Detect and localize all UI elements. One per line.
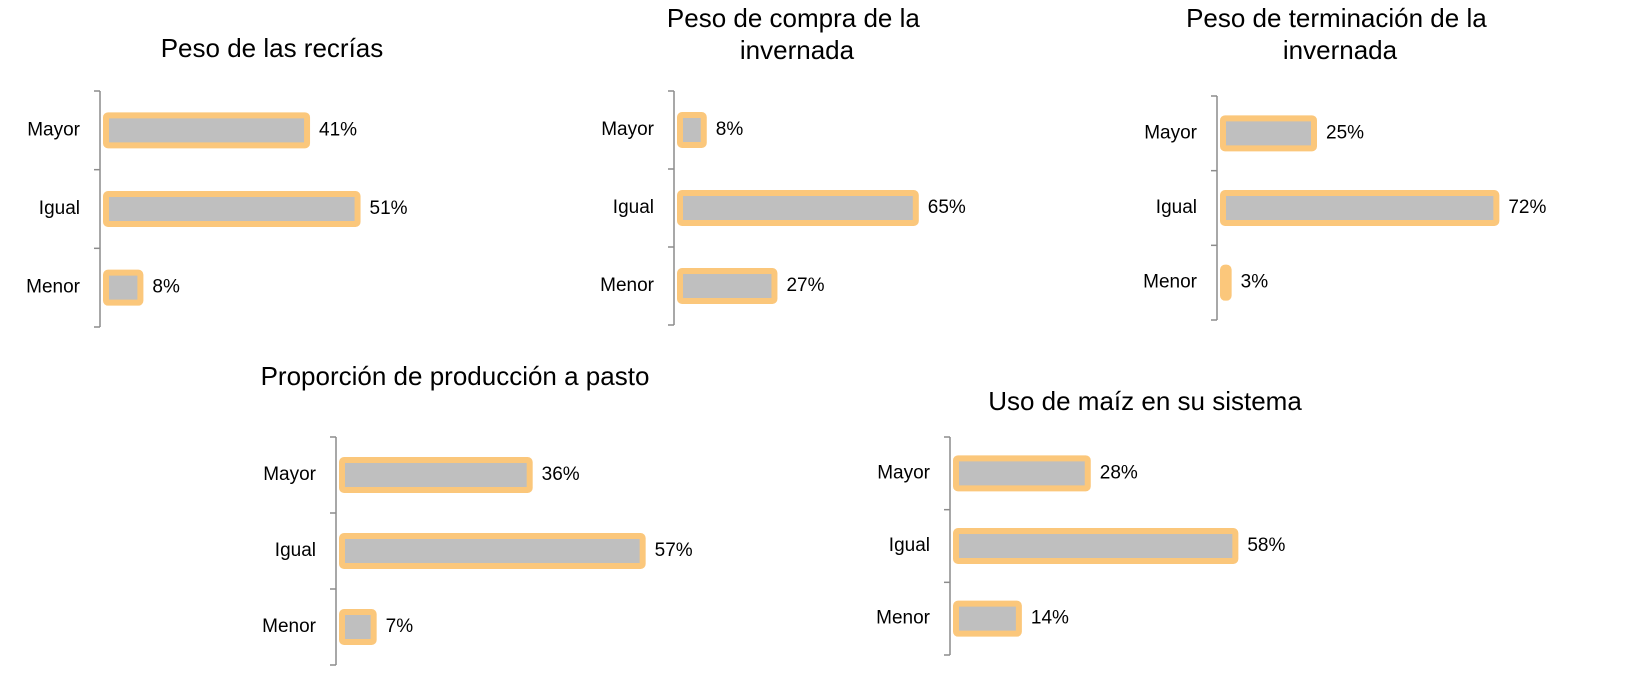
- bar-chart: Peso de terminación de la invernada Mayor…: [1143, 3, 1546, 321]
- bar: [953, 600, 1022, 637]
- bar-chart: Proporción de producción a pasto Mayor 36%…: [261, 361, 693, 666]
- category-label: Menor: [600, 275, 655, 296]
- category-label: Menor: [26, 277, 81, 298]
- value-label: 72%: [1508, 197, 1546, 218]
- value-label: 7%: [386, 616, 414, 637]
- category-label: Igual: [39, 198, 80, 219]
- value-label: 58%: [1247, 535, 1285, 556]
- bar: [339, 457, 533, 493]
- chart-title: Proporción de producción a pasto: [261, 361, 650, 391]
- bar: [1220, 190, 1500, 226]
- category-label: Igual: [275, 540, 316, 561]
- category-label: Mayor: [27, 119, 80, 140]
- category-label: Igual: [1156, 197, 1197, 218]
- title-line: Peso de terminación de la: [1186, 3, 1494, 33]
- title-line: invernada: [1283, 35, 1398, 65]
- value-label: 25%: [1326, 122, 1364, 143]
- category-label: Mayor: [601, 119, 654, 140]
- category-label: Menor: [876, 608, 931, 629]
- bar: [103, 112, 311, 149]
- bar: [953, 455, 1091, 492]
- bar: [677, 190, 919, 226]
- category-label: Mayor: [877, 462, 930, 483]
- value-label: 65%: [928, 197, 966, 218]
- chart-title: Uso de maíz en su sistema: [988, 386, 1302, 416]
- bar: [339, 609, 377, 645]
- bar: [103, 191, 361, 227]
- chart-title: Peso de las recrías: [161, 33, 384, 63]
- value-label: 41%: [319, 119, 357, 140]
- title-line: invernada: [740, 35, 855, 65]
- value-label: 8%: [716, 119, 744, 140]
- bar: [103, 269, 144, 306]
- bar: [677, 112, 707, 148]
- bar-chart: Peso de las recrías Mayor 41% Igual 51% Menor…: [26, 33, 408, 328]
- bar: [339, 533, 646, 569]
- bar: [1220, 115, 1317, 152]
- bar-chart: Uso de maíz en su sistema Mayor 28% Igual 58…: [876, 386, 1302, 656]
- value-label: 8%: [152, 277, 180, 298]
- value-label: 36%: [542, 464, 580, 485]
- bar: [677, 268, 778, 304]
- value-label: 51%: [370, 198, 408, 219]
- category-label: Menor: [262, 616, 317, 637]
- category-label: Menor: [1143, 272, 1198, 293]
- category-label: Mayor: [263, 464, 316, 485]
- chart-title: Peso de compra de la invernada: [667, 3, 927, 65]
- bar-chart: Peso de compra de la invernada Mayor 8% Igu…: [600, 3, 966, 326]
- category-label: Mayor: [1144, 122, 1197, 143]
- value-label: 57%: [655, 540, 693, 561]
- category-label: Igual: [889, 535, 930, 556]
- chart-title: Peso de terminación de la invernada: [1186, 3, 1494, 65]
- title-line: Peso de compra de la: [667, 3, 927, 33]
- bar: [953, 528, 1239, 564]
- bar: [1220, 264, 1232, 301]
- value-label: 27%: [786, 275, 824, 296]
- value-label: 3%: [1241, 272, 1269, 293]
- value-label: 14%: [1031, 608, 1069, 629]
- category-label: Igual: [613, 197, 654, 218]
- value-label: 28%: [1100, 462, 1138, 483]
